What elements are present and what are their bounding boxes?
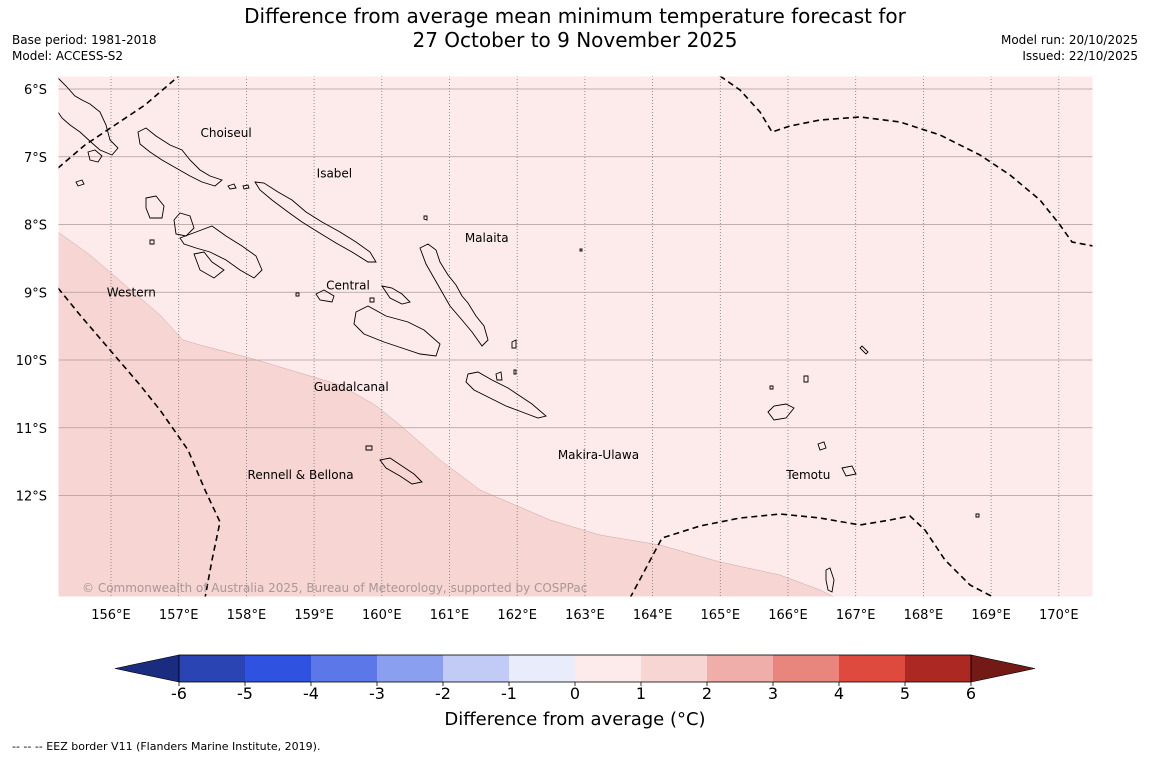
lon-label: 159°E (294, 608, 334, 623)
map: © Commonwealth of Australia 2025, Bureau… (16, 75, 1094, 623)
region-label: Guadalcanal (314, 380, 389, 394)
lon-label: 165°E (701, 608, 741, 623)
colorbar-segment (905, 655, 971, 682)
colorbar-tick-label: 1 (636, 684, 646, 703)
colorbar-segment (575, 655, 641, 682)
region-label: Temotu (785, 468, 830, 482)
colorbar-tick-label: -1 (501, 684, 517, 703)
lat-label: 9°S (24, 286, 47, 301)
colorbar-extend-low (114, 654, 180, 683)
lat-label: 8°S (24, 219, 47, 234)
colorbar-tick-label: -5 (237, 684, 253, 703)
meta-left: Base period: 1981-2018 Model: ACCESS-S2 (12, 32, 157, 64)
colorbar-segment (245, 655, 311, 682)
map-frame (57, 75, 1094, 598)
lon-label: 170°E (1039, 608, 1079, 623)
region-label: Makira-Ulawa (558, 448, 639, 462)
lon-label: 156°E (91, 608, 131, 623)
model-run: Model run: 20/10/2025 (1000, 33, 1138, 47)
footnote: -- -- -- EEZ border V11 (Flanders Marine… (12, 740, 321, 753)
region-label: Central (326, 278, 370, 292)
model-name: Model: ACCESS-S2 (12, 49, 124, 63)
title-line-1: Difference from average mean minimum tem… (244, 4, 906, 28)
colorbar-label: Difference from average (°C) (444, 709, 706, 730)
lat-label: 6°S (24, 83, 47, 98)
colorbar-ticks: -6 -5 -4 -3 -2 -1 0 1 2 3 4 5 6 (171, 682, 976, 703)
lon-label: 167°E (836, 608, 876, 623)
lon-label: 161°E (430, 608, 470, 623)
colorbar-tick-label: 0 (570, 684, 580, 703)
colorbar-tick-label: 3 (768, 684, 778, 703)
lon-label: 160°E (362, 608, 402, 623)
colorbar-tick-label: 5 (900, 684, 910, 703)
issued-date: Issued: 22/10/2025 (1022, 49, 1138, 63)
colorbar-segment (311, 655, 377, 682)
lat-label: 11°S (16, 422, 47, 437)
lon-label: 169°E (971, 608, 1011, 623)
eez-border (58, 76, 1093, 597)
colorbar-segment (179, 655, 245, 682)
colorbar-segment (509, 655, 575, 682)
meta-right: Model run: 20/10/2025 Issued: 22/10/2025 (1001, 32, 1138, 64)
colorbar: -6 -5 -4 -3 -2 -1 0 1 2 3 4 5 6 (114, 654, 1036, 703)
colorbar-segment (443, 655, 509, 682)
colorbar-segment (641, 655, 707, 682)
longitude-labels: 156°E 157°E 158°E 159°E 160°E 161°E 162°E 163°E… (91, 608, 1078, 623)
colorbar-segments (114, 654, 1036, 683)
latitude-labels: 6°S 7°S 8°S 9°S 10°S 11°S 12°S (16, 83, 47, 505)
lon-label: 162°E (497, 608, 537, 623)
colorbar-tick-label: 2 (702, 684, 712, 703)
lon-label: 164°E (633, 608, 673, 623)
lon-label: 168°E (904, 608, 944, 623)
colorbar-segment (707, 655, 773, 682)
colorbar-extend-high (970, 654, 1036, 683)
colorbar-tick-label: -3 (369, 684, 385, 703)
copyright-notice: © Commonwealth of Australia 2025, Bureau… (82, 581, 587, 595)
lat-label: 7°S (24, 151, 47, 166)
lon-label: 157°E (159, 608, 199, 623)
colorbar-segment (377, 655, 443, 682)
colorbar-segment (773, 655, 839, 682)
region-label: Rennell & Bellona (248, 468, 354, 482)
colorbar-tick-label: -6 (171, 684, 187, 703)
lon-label: 163°E (565, 608, 605, 623)
lat-label: 12°S (16, 490, 47, 505)
region-label: Malaita (465, 231, 509, 245)
colorbar-tick-label: 6 (966, 684, 976, 703)
colorbar-tick-label: 4 (834, 684, 844, 703)
lon-label: 166°E (768, 608, 808, 623)
region-label: Isabel (317, 167, 352, 181)
region-labels: Choiseul Isabel Malaita Western Central Guada… (107, 126, 831, 482)
region-label: Western (107, 285, 156, 299)
anomaly-band-2-3 (58, 231, 835, 597)
lon-label: 158°E (227, 608, 267, 623)
region-label: Choiseul (200, 126, 251, 140)
title-line-2: 27 October to 9 November 2025 (412, 28, 738, 52)
coastlines (58, 77, 980, 593)
colorbar-tick-label: -4 (303, 684, 319, 703)
chart-title: Difference from average mean minimum tem… (0, 4, 1150, 52)
lat-label: 10°S (16, 354, 47, 369)
base-period: Base period: 1981-2018 (12, 33, 157, 47)
colorbar-segment (839, 655, 905, 682)
gridlines (58, 76, 1093, 597)
colorbar-tick-label: -2 (435, 684, 451, 703)
